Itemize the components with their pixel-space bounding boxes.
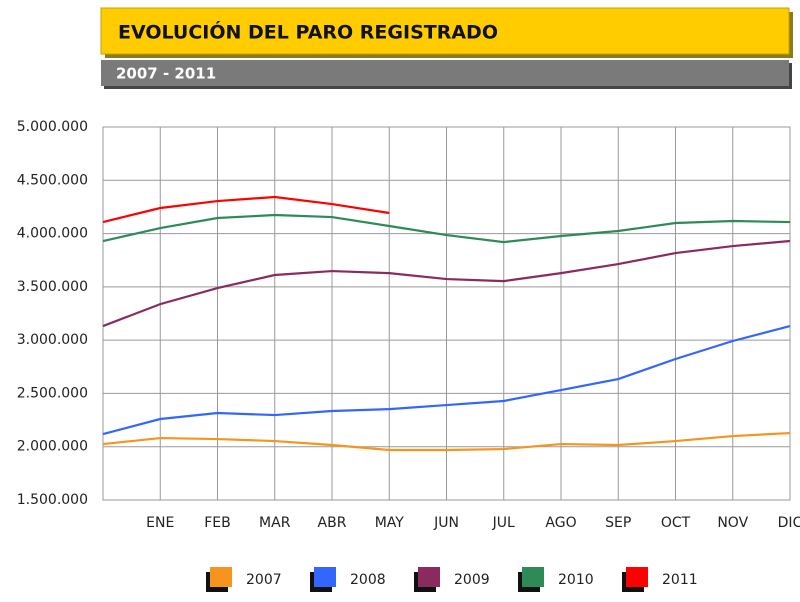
x-tick-label: ENE — [146, 515, 174, 531]
legend-label: 2009 — [454, 572, 490, 588]
series-line — [102, 213, 791, 244]
x-tick-label: MAY — [375, 515, 405, 531]
x-tick-label: ABR — [318, 515, 347, 531]
subtitle-bar — [101, 60, 789, 86]
legend-label: 2010 — [558, 572, 594, 588]
legend-swatch — [418, 567, 440, 587]
x-tick-label: SEP — [605, 515, 631, 531]
y-tick-label: 1.500.000 — [17, 492, 88, 508]
chart-title: EVOLUCIÓN DEL PARO REGISTRADO — [118, 20, 498, 44]
y-tick-label: 5.000.000 — [17, 119, 88, 135]
x-tick-label: NOV — [717, 515, 748, 531]
legend-swatch — [314, 567, 336, 587]
x-tick-label: AGO — [545, 515, 576, 531]
x-tick-label: FEB — [204, 515, 231, 531]
legend-swatch — [522, 567, 544, 587]
y-tick-label: 3.000.000 — [17, 332, 88, 348]
chart-subtitle: 2007 - 2011 — [116, 65, 216, 83]
series-line — [102, 195, 390, 224]
x-tick-label: DIC — [778, 515, 800, 531]
x-tick-label: MAR — [259, 515, 291, 531]
x-tick-label: JUN — [433, 515, 459, 531]
x-tick-label: OCT — [661, 515, 691, 531]
legend-label: 2007 — [246, 572, 282, 588]
legend-swatch — [626, 567, 648, 587]
legend-swatch — [210, 567, 232, 587]
y-tick-label: 3.500.000 — [17, 279, 88, 295]
series-line — [102, 325, 791, 436]
x-tick-label: JUL — [492, 515, 515, 531]
y-tick-label: 2.500.000 — [17, 385, 88, 401]
y-tick-label: 4.000.000 — [17, 226, 88, 242]
title-bar — [100, 7, 790, 55]
series-line — [102, 239, 791, 328]
series-line — [102, 431, 791, 452]
legend-label: 2008 — [350, 572, 386, 588]
legend-label: 2011 — [662, 572, 698, 588]
y-tick-label: 4.500.000 — [17, 172, 88, 188]
y-tick-label: 2.000.000 — [17, 439, 88, 455]
